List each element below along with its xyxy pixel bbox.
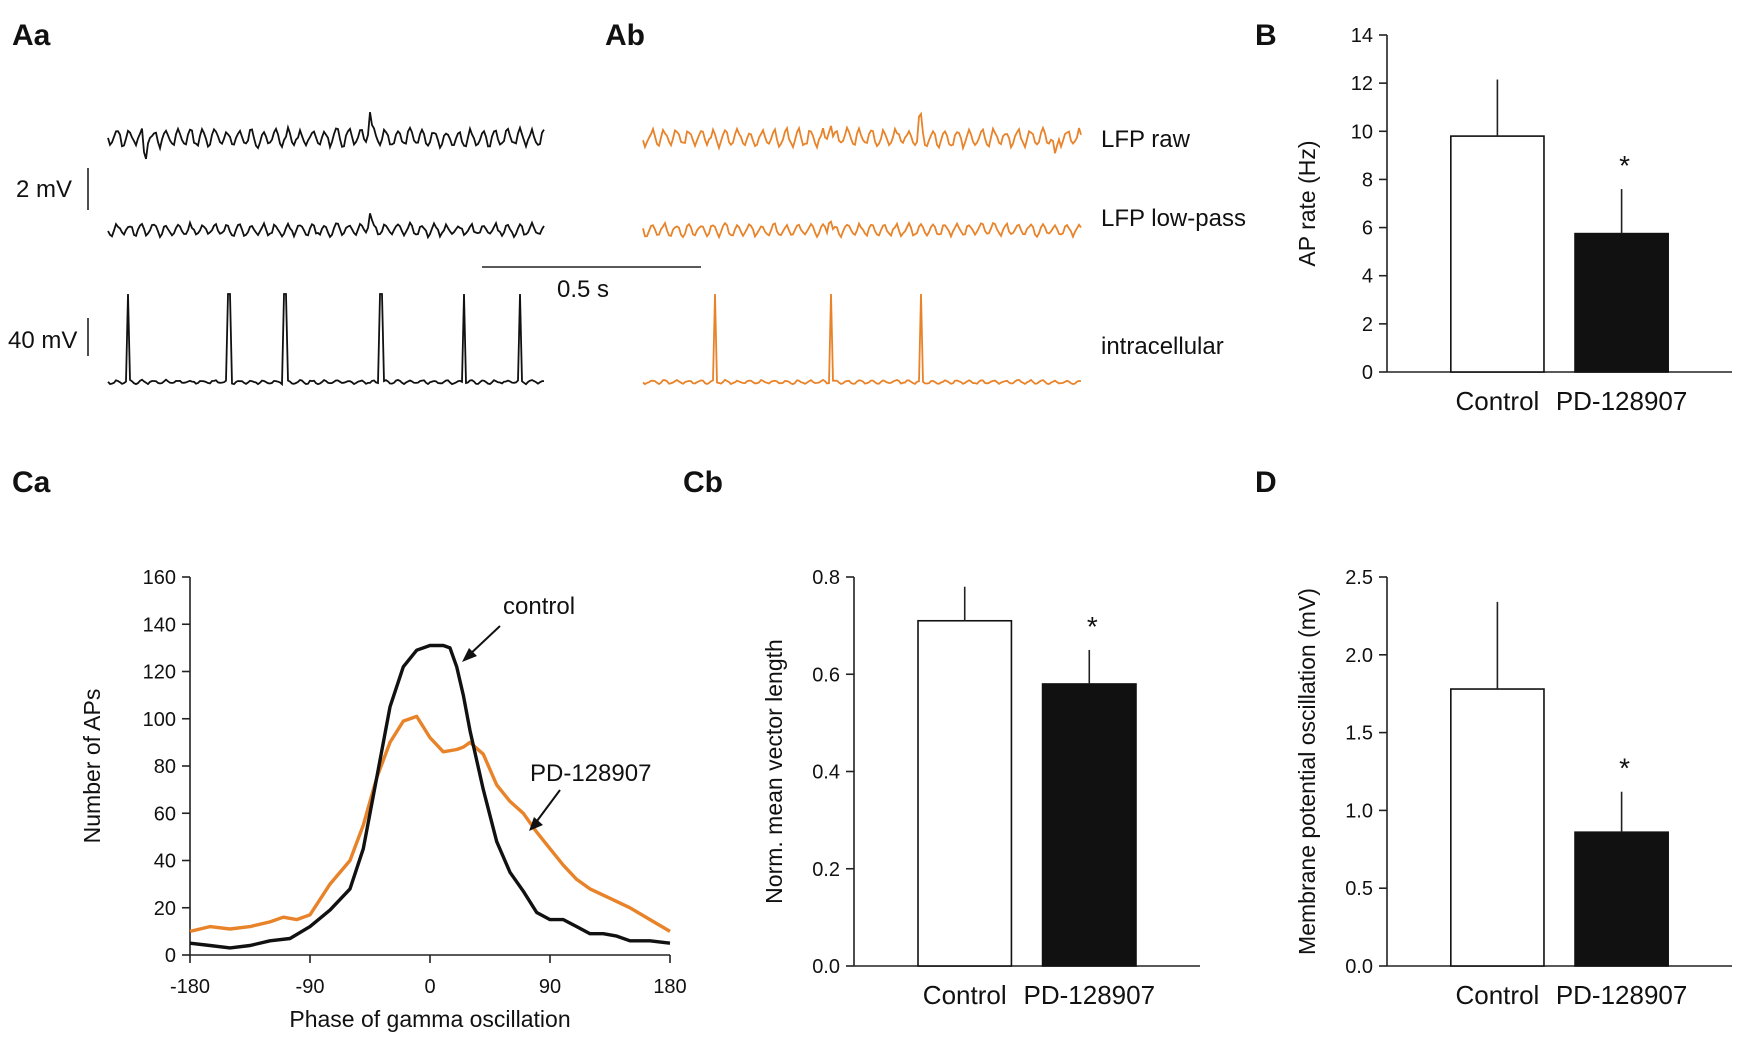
intracellular-trace-drug: [642, 293, 1082, 386]
y-tick-label: 0.0: [1345, 956, 1373, 978]
annotation-arrow-drug: [533, 789, 561, 826]
y-tick-label: 8: [1362, 169, 1373, 191]
trace-label-raw: LFP raw: [1101, 126, 1191, 153]
y-axis-label: Number of APs: [79, 689, 105, 844]
line-chart-phase-histogram: 0 20 40 60 80 100 120 140 160 -180 -90 0 90 180 Phase …: [79, 567, 687, 1032]
series-line-drug: [189, 714, 671, 934]
trace-label-lowpass: LFP low-pass: [1101, 205, 1246, 232]
category-label: PD-128907: [1556, 980, 1688, 1010]
x-tick-label: 90: [539, 976, 561, 998]
significance-star: *: [1619, 150, 1630, 181]
significance-star: *: [1087, 611, 1098, 642]
lfp-lowpass-trace-control: [107, 213, 545, 240]
category-label: Control: [1455, 980, 1539, 1010]
annotation-control: control: [503, 593, 575, 620]
bar-chart-ap-rate: 0 2 4 6 8 10 12 14 AP rate (Hz) Control PD-128907 *: [1294, 25, 1732, 416]
x-tick-label: 180: [653, 976, 686, 998]
x-tick-label: -180: [170, 976, 210, 998]
x-tick-label: -90: [296, 976, 325, 998]
y-tick-label: 14: [1351, 25, 1373, 47]
y-tick-label: 2.0: [1345, 645, 1373, 667]
category-label: PD-128907: [1556, 386, 1688, 416]
panel-label-aa: Aa: [12, 19, 51, 52]
arrowhead-icon: [462, 648, 477, 662]
y-tick-label: 2.5: [1345, 567, 1373, 589]
y-tick-label: 60: [154, 803, 176, 825]
bar-chart-membrane-oscillation: 0.0 0.5 1.0 1.5 2.0 2.5 Membrane potential osc…: [1294, 567, 1732, 1010]
y-axis-label: Membrane potential oscillation (mV): [1294, 588, 1320, 955]
y-tick-label: 1.0: [1345, 800, 1373, 822]
significance-star: *: [1619, 753, 1630, 784]
category-label: Control: [923, 980, 1007, 1010]
panel-label-ab: Ab: [605, 19, 645, 52]
y-tick-label: 2: [1362, 314, 1373, 336]
y-tick-label: 40: [154, 851, 176, 873]
y-tick-label: 6: [1362, 218, 1373, 240]
series-line-control: [189, 643, 671, 950]
y-axis-label: Norm. mean vector length: [761, 639, 787, 904]
scale-label-intra: 40 mV: [8, 327, 77, 354]
x-tick-label: 0: [424, 976, 435, 998]
scale-label-time: 0.5 s: [557, 276, 609, 303]
y-tick-label: 0.4: [812, 762, 840, 784]
x-axis-label: Phase of gamma oscillation: [289, 1006, 570, 1032]
panel-label-ca: Ca: [12, 466, 51, 499]
y-tick-label: 0.8: [812, 567, 840, 589]
category-label: PD-128907: [1024, 980, 1156, 1010]
lfp-raw-trace-control: [107, 112, 545, 160]
bar-control: [1450, 688, 1545, 967]
y-tick-label: 140: [143, 614, 176, 636]
scale-label-lfp: 2 mV: [16, 176, 72, 203]
y-tick-label: 80: [154, 756, 176, 778]
bar-control: [917, 619, 1013, 967]
panel-label-cb: Cb: [683, 466, 723, 499]
y-tick-label: 4: [1362, 266, 1373, 288]
bar-drug: [1574, 831, 1669, 967]
panel-label-d: D: [1255, 466, 1277, 499]
y-tick-label: 20: [154, 898, 176, 920]
y-tick-label: 10: [1351, 121, 1373, 143]
lfp-raw-trace-drug: [642, 111, 1082, 154]
y-tick-label: 100: [143, 709, 176, 731]
y-tick-label: 0.0: [812, 956, 840, 978]
y-tick-label: 0.6: [812, 664, 840, 686]
y-tick-label: 120: [143, 662, 176, 684]
lfp-lowpass-trace-drug: [642, 220, 1082, 240]
trace-label-intracellular: intracellular: [1101, 333, 1224, 360]
bar-drug: [1574, 232, 1669, 373]
bar-chart-vector-length: 0.0 0.2 0.4 0.6 0.8 Norm. mean vector length C…: [761, 567, 1200, 1010]
panel-label-b: B: [1255, 19, 1277, 52]
y-axis-label: AP rate (Hz): [1294, 140, 1320, 266]
intracellular-trace-control: [107, 293, 544, 387]
category-label: Control: [1455, 386, 1539, 416]
bar-control: [1450, 135, 1545, 373]
y-tick-label: 0.5: [1345, 878, 1373, 900]
annotation-drug: PD-128907: [530, 760, 651, 787]
bar-drug: [1041, 683, 1137, 967]
trace-panel: 2 mV 40 mV 0.5 s LFP raw LFP low-pass in…: [8, 111, 1246, 387]
y-tick-label: 12: [1351, 73, 1373, 95]
y-tick-label: 0.2: [812, 859, 840, 881]
arrowhead-icon: [529, 817, 543, 831]
y-tick-label: 0: [165, 945, 176, 967]
y-tick-label: 1.5: [1345, 723, 1373, 745]
y-tick-label: 0: [1362, 362, 1373, 384]
y-tick-label: 160: [143, 567, 176, 589]
